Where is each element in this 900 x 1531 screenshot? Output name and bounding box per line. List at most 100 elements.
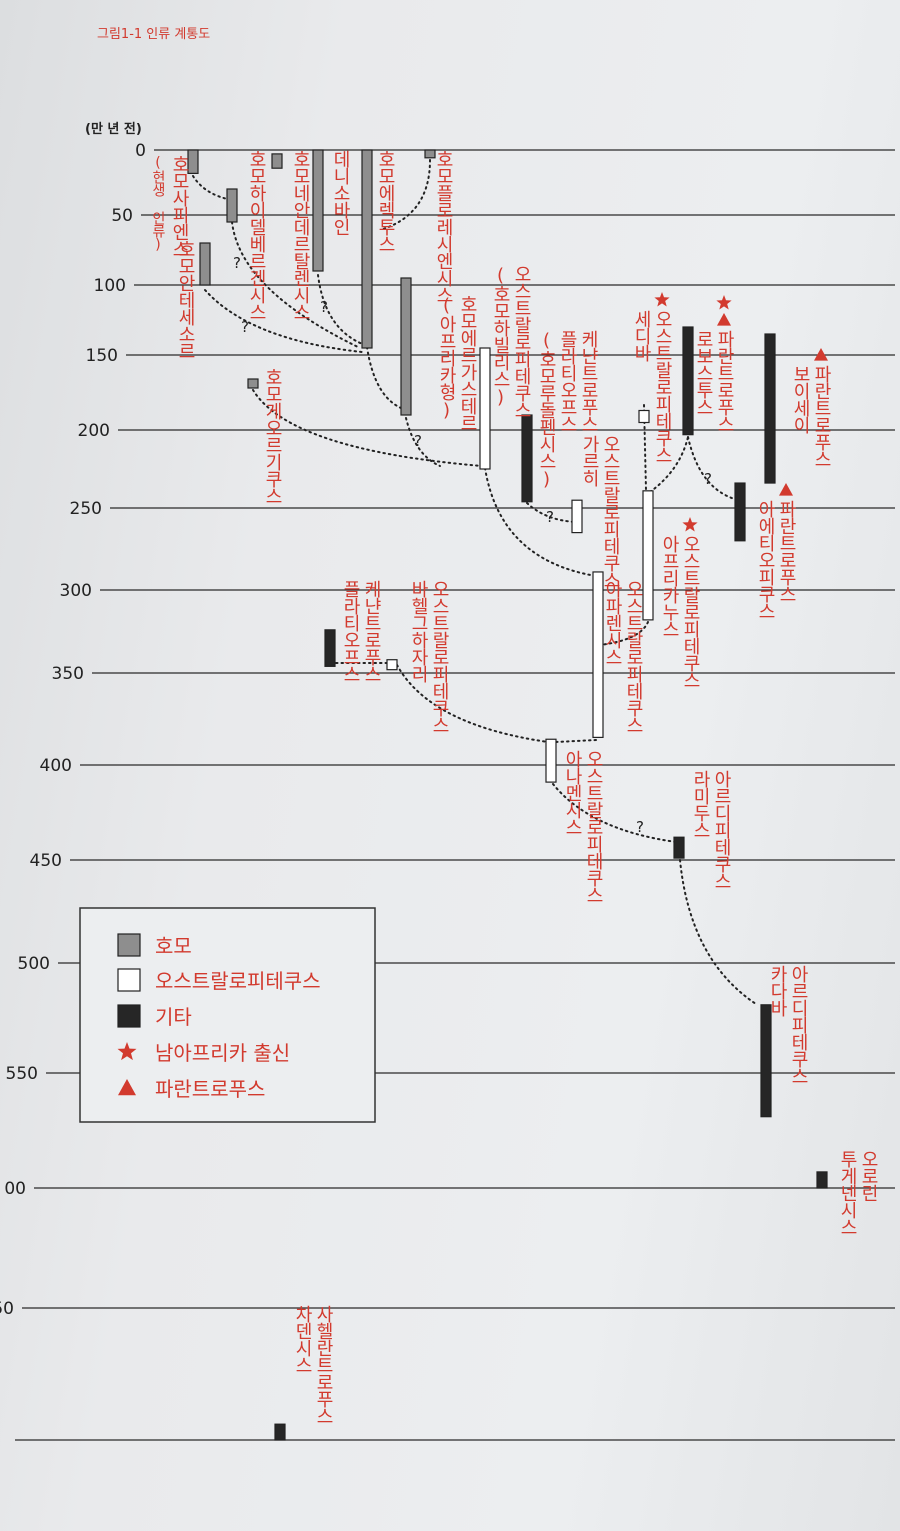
y-tick-label: 50 [0,1299,14,1319]
y-tick-label: 400 [40,756,72,776]
star-marker [117,1042,137,1061]
connector [484,467,597,577]
connector [204,289,363,353]
species-label: 오스트랄로피테쿠스 [511,265,532,418]
species-bar [361,149,373,349]
species-label: 파란트로푸스 [714,330,735,432]
species-bar [312,149,324,272]
species-label: (아프리카형) [436,295,457,420]
species-label: 오스트랄로피테쿠스 [429,580,450,733]
species-label: 아파렌시스 [602,580,623,665]
species-bar [324,629,336,667]
species-label: 호모에르가스테르 [457,295,478,431]
species-bar [642,490,654,621]
legend-label: 기타 [155,1005,192,1029]
y-tick-label: 500 [18,954,50,974]
connectors [192,159,757,1005]
species-bar [638,409,650,424]
legend-swatch [117,968,141,992]
species-bar [187,149,199,174]
uncertain-mark: ? [636,818,644,836]
species-label: 오로린 [858,1150,879,1201]
connector [396,664,549,743]
uncertain-mark: ? [414,432,422,450]
species-label: 플라티오프스 [557,330,578,432]
legend-label: 파란트로푸스 [155,1077,265,1101]
connector [379,159,431,231]
connector [679,859,757,1005]
species-label: 케냔트로푸스 [578,330,599,432]
species-label: 사헬란트로푸스 [313,1305,334,1424]
species-label: (호모하빌리스) [490,265,511,407]
axis-label: (만 년 전) [85,121,142,137]
y-tick-label: 550 [6,1064,38,1084]
species-label: 호모하이델베르겐시스 [246,150,267,320]
species-label: 파란트로푸스 [776,500,797,602]
species-label: 라미두스 [690,770,711,838]
species-bar [247,378,259,389]
y-tick-label: 450 [30,851,62,871]
species-label: 아르디피테쿠스 [788,965,809,1084]
species-label: 오스트랄로피테쿠스 [680,535,701,688]
species-label: 케냔트로푸스 [361,580,382,682]
legend-label: 호모 [155,934,192,958]
species-label: 오스트랄로피테쿠스 [652,310,673,463]
uncertain-mark: ? [241,318,249,336]
connector [649,436,689,493]
connector [555,739,597,743]
species-label: 보이세이 [790,365,811,433]
connector [552,783,677,843]
species-label: (현생 인류) [150,155,166,252]
uncertain-mark: ? [320,298,328,316]
y-tick-label: 50 [111,206,133,226]
species-bar [764,333,776,484]
species-label: 호모게오르기쿠스 [262,368,283,504]
star-marker [654,292,670,307]
connector [599,621,649,646]
species-bar [386,659,398,671]
connector [687,436,739,501]
species-bar [816,1171,828,1189]
connector [192,175,233,201]
y-tick-label: 250 [70,499,102,519]
species-label: 가르히 [579,435,600,486]
uncertain-mark: ? [233,254,241,272]
species-label: 파란트로푸스 [811,365,832,467]
species-bar [571,499,583,534]
triangle-marker [717,313,731,326]
species-label: 차덴시스 [292,1305,313,1373]
species-bar [545,738,557,783]
species-bar [682,326,694,436]
species-label: 플라티오프스 [340,580,361,682]
y-tick-label: 350 [52,664,84,684]
species-label: 세디바 [631,310,652,361]
triangle-marker [814,348,828,361]
legend-label: 오스트랄로피테쿠스 [155,969,321,993]
legend-swatch [117,933,141,957]
species-bar [199,242,211,286]
species-label: 아나멘시스 [562,750,583,835]
species-label: 아에티오피쿠스 [755,500,776,619]
connector [252,389,483,467]
species-label: 호모네안데르탈렌시스 [290,150,311,320]
species-bar [274,1423,286,1441]
species-label: 오스트랄로피테쿠스 [623,580,644,733]
y-tick-label: 0 [135,141,146,161]
species-bar [734,482,746,542]
uncertain-mark: ? [704,470,712,488]
species-bar [226,188,238,223]
y-tick-label: 200 [78,421,110,441]
species-label: 호모플로레시엔시스 [433,150,454,303]
y-tick-label: 150 [86,346,118,366]
y-tick-label: 100 [94,276,126,296]
star-marker [682,517,698,532]
species-bar [479,347,491,470]
figure-title: 그림1-1 인류 계통도 [97,27,210,42]
species-bar [592,571,604,739]
star-marker [716,295,732,310]
y-tick-label: 00 [4,1179,26,1199]
species-label: 아프리카누스 [659,535,680,637]
connector [317,274,366,346]
legend-swatch [117,1004,141,1028]
